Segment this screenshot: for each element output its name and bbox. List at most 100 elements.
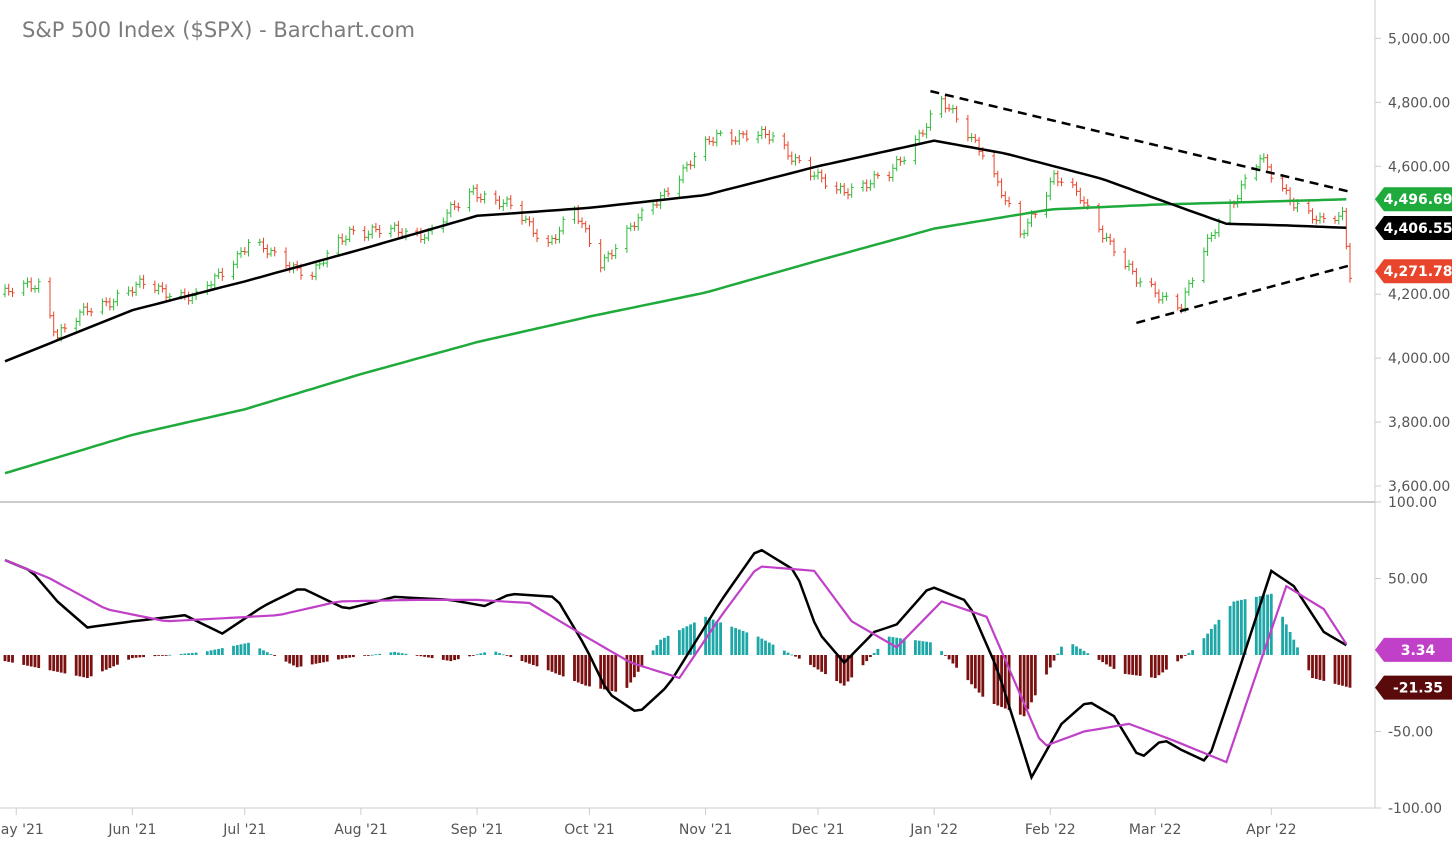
- histogram-bar: [273, 655, 277, 656]
- histogram-bar: [63, 655, 67, 674]
- histogram-bar: [921, 641, 925, 655]
- histogram-bar: [1217, 619, 1221, 655]
- histogram-bar: [625, 655, 629, 688]
- histogram-bar: [116, 655, 119, 665]
- histogram-bar: [1112, 655, 1116, 669]
- histogram-bar: [243, 643, 247, 655]
- histogram-bar: [767, 642, 771, 655]
- histogram-bar: [505, 655, 509, 656]
- histogram-bar: [397, 652, 400, 655]
- histogram-bar: [1213, 624, 1217, 655]
- x-tick-label: Jun '21: [107, 822, 156, 838]
- histogram-bar: [655, 645, 659, 655]
- histogram-bar: [558, 655, 561, 675]
- histogram-bar: [232, 645, 235, 655]
- histogram-bar: [812, 655, 816, 668]
- histogram-bar: [1296, 647, 1299, 655]
- histogram-bar: [427, 655, 430, 658]
- histogram-bar: [869, 655, 872, 657]
- histogram-tag-label: -21.35: [1393, 681, 1443, 697]
- histogram-bar: [902, 638, 906, 655]
- histogram-bar: [404, 653, 408, 655]
- histogram-bar: [1153, 655, 1157, 678]
- histogram-bar: [576, 655, 580, 683]
- histogram-bar: [573, 655, 576, 681]
- histogram-bar: [1341, 655, 1344, 686]
- histogram-bar: [7, 655, 11, 662]
- histogram-bar: [737, 629, 741, 655]
- histogram-bar: [483, 652, 486, 655]
- histogram-bar: [220, 648, 224, 655]
- histogram-bar: [1157, 655, 1161, 676]
- histogram-bar: [104, 655, 108, 670]
- histogram-bar: [715, 621, 719, 655]
- histogram-bar: [606, 655, 610, 691]
- histogram-bar: [730, 626, 734, 655]
- histogram-bar: [127, 655, 130, 660]
- histogram-bar: [992, 655, 996, 704]
- histogram-bar: [37, 655, 41, 668]
- histogram-bar: [1033, 655, 1037, 696]
- trendline: [1136, 264, 1351, 325]
- histogram-bar: [824, 655, 827, 675]
- histogram-bar: [561, 655, 565, 677]
- price-panel: 5,000.00 4,800.00 4,600.00 4,200.00 4,000.00…: [3, 31, 1453, 495]
- histogram-bar: [1191, 650, 1194, 655]
- histogram-bar: [1314, 655, 1318, 679]
- histogram-bar: [325, 655, 329, 662]
- histogram-bar: [887, 636, 891, 655]
- x-tick-label: Nov '21: [679, 822, 732, 838]
- x-tick-label: Feb '22: [1025, 822, 1076, 838]
- histogram-bar: [1150, 655, 1153, 678]
- histogram-bar: [689, 624, 692, 655]
- histogram-bar: [1180, 655, 1183, 659]
- histogram-bar: [603, 655, 606, 690]
- histogram-bar: [719, 622, 722, 655]
- histogram-bar: [707, 618, 711, 655]
- sma-200-tag-bg: [1375, 187, 1452, 212]
- histogram-bar: [205, 651, 209, 655]
- histogram-bar: [1101, 655, 1105, 663]
- histogram-bar: [247, 642, 250, 655]
- histogram-bar: [168, 654, 172, 656]
- histogram-bar: [1048, 655, 1052, 668]
- histogram-bar: [348, 655, 352, 658]
- x-tick-label: Jul '21: [222, 822, 266, 838]
- histogram-bar: [322, 655, 325, 663]
- histogram-bar: [1135, 655, 1138, 676]
- histogram-bar: [475, 654, 479, 656]
- histogram-bar: [1161, 655, 1165, 673]
- x-tick-label: May '21: [0, 822, 44, 838]
- histogram-bar: [535, 655, 539, 667]
- x-tick-label: Sep '21: [451, 822, 504, 838]
- x-tick-label: Oct '21: [564, 822, 614, 838]
- candles: [3, 95, 1352, 342]
- histogram-bar: [839, 655, 842, 684]
- histogram-bar: [378, 653, 382, 655]
- x-tick-label: Jan '22: [909, 822, 958, 838]
- histogram-bar: [299, 655, 303, 667]
- histogram-bar: [865, 655, 869, 662]
- signal-tag-bg: [1375, 637, 1452, 662]
- histogram-bar: [337, 655, 340, 660]
- histogram-bar: [1307, 655, 1311, 671]
- histogram-bar: [610, 655, 614, 691]
- histogram-bar: [872, 653, 876, 655]
- histogram-bar: [453, 655, 456, 661]
- histogram-bar: [89, 655, 93, 677]
- histogram-bar: [1269, 593, 1273, 655]
- histogram-bar: [809, 655, 812, 665]
- histogram-bar: [1262, 595, 1266, 655]
- histogram-bar: [209, 650, 213, 655]
- histogram-bar: [546, 655, 550, 671]
- histogram-bar: [524, 655, 528, 663]
- histogram-bar: [415, 655, 419, 656]
- histogram-bar: [764, 640, 767, 655]
- histogram-bar: [108, 655, 112, 668]
- histogram-bar: [899, 638, 902, 655]
- histogram-bar: [1018, 655, 1022, 715]
- histogram-bar: [1292, 639, 1296, 655]
- histogram-bar: [1097, 655, 1101, 660]
- histogram-bar: [580, 655, 584, 685]
